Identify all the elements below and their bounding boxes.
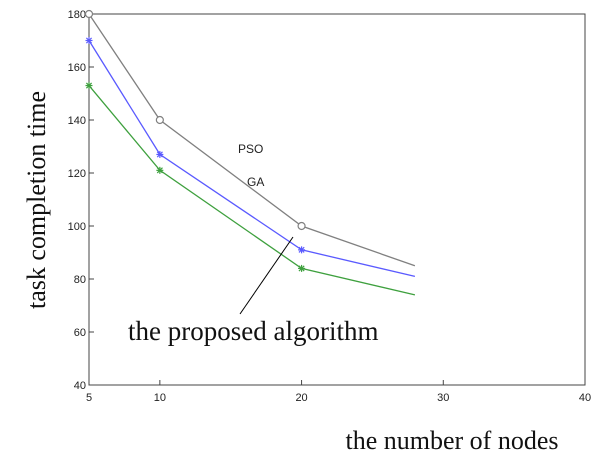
y-tick-label: 160 (68, 62, 86, 74)
x-tick-label: 30 (437, 392, 449, 404)
series-label-proposed-algorithm: the proposed algorithm (128, 316, 378, 346)
x-tick-label: 40 (579, 392, 591, 404)
x-axis-title: the number of nodes (345, 426, 558, 455)
data-point-ga (156, 150, 164, 158)
data-point-the-proposed-algorithm (298, 264, 306, 272)
data-point-pso (84, 9, 94, 19)
x-tick-label: 20 (295, 392, 307, 404)
plot-frame (88, 13, 586, 386)
x-tick-label: 10 (154, 392, 166, 404)
series-label-ga: GA (247, 175, 264, 189)
y-axis-title: task completion time (22, 91, 51, 309)
data-point-the-proposed-algorithm (85, 82, 93, 90)
series-line-ga (88, 40, 416, 278)
series-labels: PSO GA the proposed algorithm (128, 142, 378, 346)
series-label-pso: PSO (238, 142, 263, 156)
x-tick-label: 5 (86, 392, 92, 404)
y-tick-label: 40 (74, 380, 86, 392)
y-tick-label: 80 (74, 274, 86, 286)
data-point-pso (155, 115, 164, 125)
annotation-leader-line (239, 236, 294, 315)
data-point-ga (85, 37, 93, 44)
series-lines (84, 9, 416, 296)
axis-ticks: 40 60 80 100 120 140 160 180 5 10 20 30 40 (68, 9, 591, 404)
y-tick-label: 60 (74, 327, 86, 339)
y-tick-label: 100 (68, 221, 86, 233)
y-tick-label: 140 (68, 115, 86, 127)
y-tick-label: 180 (68, 9, 86, 21)
data-point-the-proposed-algorithm (156, 166, 164, 174)
data-point-ga (298, 246, 306, 254)
series-line-pso (88, 13, 416, 267)
series-line-the-proposed-algorithm (88, 85, 416, 296)
y-tick-label: 120 (68, 168, 86, 180)
data-point-pso (297, 221, 306, 231)
